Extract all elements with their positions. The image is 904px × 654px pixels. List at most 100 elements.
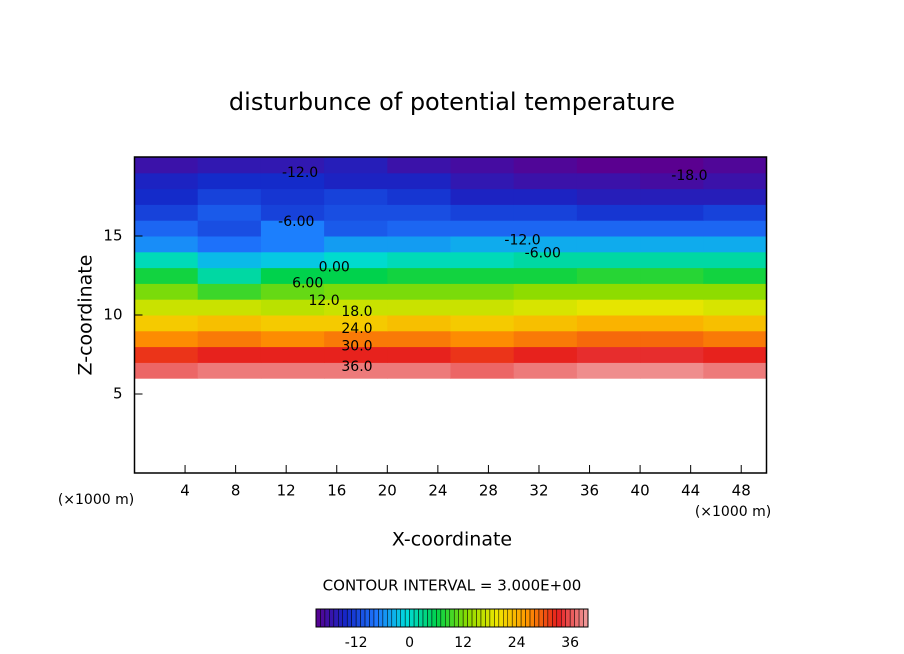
field-cell xyxy=(450,362,515,379)
field-cell xyxy=(134,236,199,253)
field-cell xyxy=(703,315,767,332)
field-cell xyxy=(324,172,388,190)
x-tick-label: 28 xyxy=(479,482,498,500)
field-cell xyxy=(134,299,199,316)
field-cell xyxy=(197,188,262,205)
field-cell xyxy=(640,346,704,363)
colorbar-tick-label: 0 xyxy=(405,635,414,651)
field-cell xyxy=(324,362,388,379)
field-cell xyxy=(576,283,641,300)
field-cell xyxy=(640,251,704,269)
x-tick-label: 32 xyxy=(529,482,548,500)
field-cell xyxy=(640,157,704,174)
field-cell xyxy=(134,362,199,379)
field-cell xyxy=(450,236,515,253)
colorbar-segment xyxy=(315,608,321,628)
field-cell xyxy=(703,204,767,221)
field-cell xyxy=(450,267,515,284)
field-cell xyxy=(197,157,262,174)
contour-label: -18.0 xyxy=(671,168,707,184)
field-cell xyxy=(640,236,704,253)
field-cell xyxy=(387,204,451,221)
field-cell xyxy=(513,204,578,221)
x-unit-label: (×1000 m) xyxy=(695,504,771,520)
colorbar-frame xyxy=(315,608,589,628)
field-cell xyxy=(513,330,578,348)
colorbar-segment xyxy=(489,608,495,628)
field-cell xyxy=(324,251,388,269)
field-cell xyxy=(387,330,451,348)
contour-label: -6.00 xyxy=(525,245,561,261)
field-cell xyxy=(387,236,451,253)
field-cell xyxy=(260,204,325,221)
colorbar-segment xyxy=(511,608,517,628)
field-cell xyxy=(260,157,325,174)
colorbar-segment xyxy=(382,608,388,628)
field-cell xyxy=(260,346,325,363)
colorbar-segment xyxy=(324,608,330,628)
x-unit-label: (×1000 m) xyxy=(58,492,134,508)
field-cell xyxy=(450,188,515,205)
colorbar-segment xyxy=(507,608,513,628)
field-cell xyxy=(640,299,704,316)
field-cell xyxy=(324,236,388,253)
field-cell xyxy=(576,236,641,253)
field-cell xyxy=(197,283,262,300)
colorbar-segment xyxy=(333,608,339,628)
chart-title: disturbunce of potential temperature xyxy=(229,88,675,116)
x-tick-label: 8 xyxy=(231,482,241,500)
field-cell xyxy=(260,251,325,269)
field-cell xyxy=(703,283,767,300)
colorbar-segment xyxy=(329,608,335,628)
field-cell xyxy=(513,346,578,363)
field-cell xyxy=(387,346,451,363)
field-cell xyxy=(387,299,451,316)
field-cell xyxy=(576,251,641,269)
field-cell xyxy=(197,315,262,332)
x-tick-label: 16 xyxy=(327,482,346,500)
contour-label: 6.00 xyxy=(292,275,323,291)
field-cell xyxy=(324,157,388,174)
field-cell xyxy=(576,299,641,316)
field-cell xyxy=(387,172,451,190)
colorbar-segment xyxy=(373,608,379,628)
field-cell xyxy=(324,220,388,237)
x-axis-label: X-coordinate xyxy=(392,529,512,551)
field-cell xyxy=(576,172,641,190)
colorbar-segment xyxy=(471,608,477,628)
field-cell xyxy=(197,330,262,348)
contour-label: 12.0 xyxy=(309,293,340,309)
colorbar-segment xyxy=(485,608,491,628)
field-cell xyxy=(640,362,704,379)
field-cell xyxy=(450,157,515,174)
field-cell xyxy=(324,188,388,205)
field-cell xyxy=(260,236,325,253)
field-cell xyxy=(450,299,515,316)
field-cell xyxy=(197,299,262,316)
colorbar-segment xyxy=(404,608,410,628)
field-cell xyxy=(513,299,578,316)
colorbar-segment xyxy=(520,608,526,628)
colorbar-segment xyxy=(480,608,486,628)
colorbar-segment xyxy=(462,608,468,628)
colorbar-tick-label: 36 xyxy=(561,635,579,651)
colorbar-segment xyxy=(387,608,393,628)
colorbar-segment xyxy=(560,608,566,628)
field-cell xyxy=(703,220,767,237)
field-cell xyxy=(387,157,451,174)
field-cell xyxy=(450,220,515,237)
colorbar-segment xyxy=(346,608,352,628)
field-cell xyxy=(703,299,767,316)
colorbar-segment xyxy=(338,608,344,628)
field-cell xyxy=(576,267,641,284)
colorbar-tick-label: -12 xyxy=(345,635,368,651)
field-cell xyxy=(513,172,578,190)
colorbar-segment xyxy=(369,608,375,628)
colorbar-segment xyxy=(552,608,558,628)
colorbar-segment xyxy=(378,608,384,628)
colorbar-segment xyxy=(396,608,401,628)
field-cell xyxy=(197,172,262,190)
x-tick-label: 36 xyxy=(580,482,599,500)
field-cell xyxy=(576,330,641,348)
field-cell xyxy=(703,172,767,190)
